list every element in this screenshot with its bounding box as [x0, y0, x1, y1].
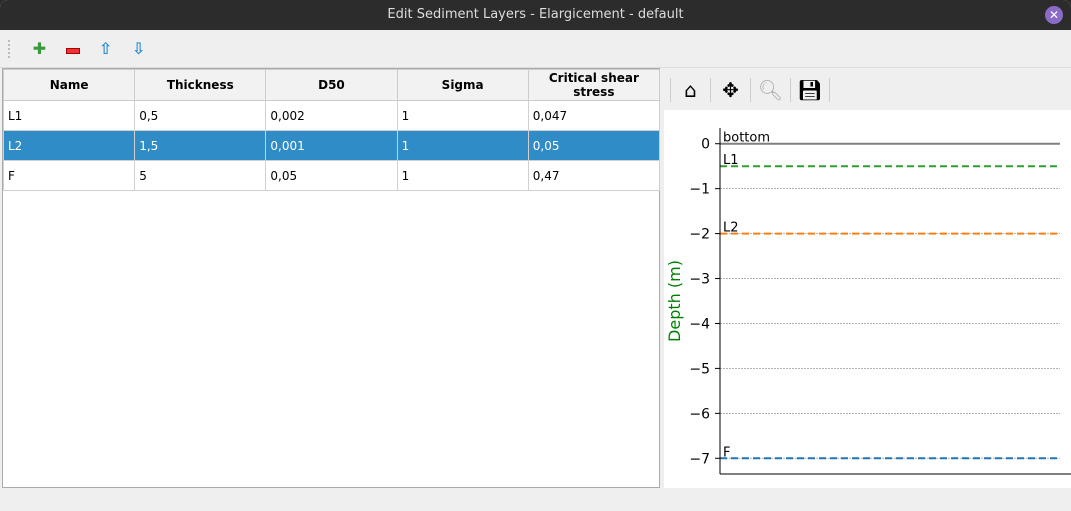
column-header-d50[interactable]: D50: [265, 69, 398, 101]
save-icon[interactable]: 💾︎: [790, 78, 830, 102]
window-title: Edit Sediment Layers - Elargicement - de…: [387, 7, 684, 22]
layer-label: L2: [723, 221, 739, 236]
pan-icon[interactable]: ✥: [710, 78, 750, 102]
table-cell[interactable]: 0,001: [265, 130, 398, 161]
table-row[interactable]: L1 0,5 0,002 1 0,047: [2, 100, 661, 131]
layer-label: F: [723, 445, 730, 460]
table-cell[interactable]: 1: [396, 100, 529, 131]
plot-toolbar: ⌂ ✥ 🔍︎ 💾︎: [664, 70, 1071, 110]
table-cell[interactable]: 0,47: [527, 160, 661, 191]
home-icon[interactable]: ⌂: [670, 78, 710, 102]
y-tick-label: −6: [689, 406, 710, 422]
y-tick-label: −3: [689, 272, 710, 288]
y-tick-label: −1: [689, 182, 710, 198]
plot-panel: ⌂ ✥ 🔍︎ 💾︎ 0 −1 −2 −3 −4 −5 −6 −7 bottom L1 L2 F Dept…: [664, 70, 1071, 488]
table-cell[interactable]: F: [2, 160, 136, 191]
table-cell[interactable]: 0,05: [265, 160, 398, 191]
table-cell[interactable]: 0,5: [134, 100, 267, 131]
remove-icon[interactable]: [56, 39, 89, 58]
y-tick-label: −7: [689, 451, 710, 467]
table-cell[interactable]: 0,002: [265, 100, 398, 131]
table-cell[interactable]: L2: [2, 130, 136, 161]
layer-label: bottom: [723, 131, 770, 146]
table-cell[interactable]: 5: [134, 160, 267, 191]
title-bar: Edit Sediment Layers - Elargicement - de…: [0, 0, 1071, 30]
zoom-icon[interactable]: 🔍︎: [750, 78, 790, 102]
move-down-icon[interactable]: ⇩: [131, 39, 146, 58]
table-cell[interactable]: 0,047: [527, 100, 661, 131]
table-cell[interactable]: L1: [2, 100, 136, 131]
y-tick-label: −4: [689, 316, 710, 332]
table-row[interactable]: L2 1,5 0,001 1 0,05: [2, 130, 661, 161]
close-button[interactable]: ✕: [1045, 6, 1063, 24]
y-tick-label: 0: [701, 137, 710, 153]
toolbar: ✚ ⇧ ⇩: [0, 30, 1071, 68]
table-cell[interactable]: 1: [396, 130, 529, 161]
y-tick-label: −5: [689, 361, 710, 377]
table-row[interactable]: F 5 0,05 1 0,47: [2, 160, 661, 191]
add-icon[interactable]: ✚: [32, 39, 47, 58]
layers-table: Name Thickness D50 Sigma Critical shear …: [2, 68, 661, 488]
table-cell[interactable]: 1,5: [134, 130, 267, 161]
y-tick-label: −2: [689, 227, 710, 243]
layer-label: L1: [723, 153, 739, 168]
status-bar: [0, 488, 1071, 511]
toolbar-grip[interactable]: [8, 39, 11, 58]
table-cell[interactable]: 1: [396, 160, 529, 191]
column-header-name[interactable]: Name: [2, 69, 136, 101]
y-axis-label: Depth (m): [665, 260, 684, 342]
move-up-icon[interactable]: ⇧: [98, 39, 113, 58]
column-header-sigma[interactable]: Sigma: [396, 69, 529, 101]
column-header-critical-shear-stress[interactable]: Critical shear stress: [527, 69, 661, 101]
table-cell[interactable]: 0,05: [527, 130, 661, 161]
depth-chart: 0 −1 −2 −3 −4 −5 −6 −7 bottom L1 L2 F Depth (m): [665, 128, 1071, 475]
column-header-thickness[interactable]: Thickness: [134, 69, 267, 101]
